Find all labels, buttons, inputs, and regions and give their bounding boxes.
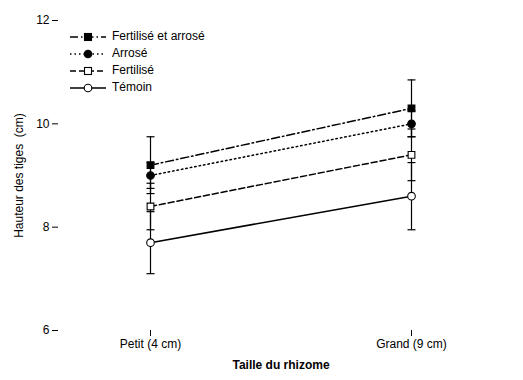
html-text:Arrosé: Arrosé xyxy=(112,46,148,60)
svg-text:12: 12 xyxy=(36,13,50,27)
svg-text:Hauteur des tiges (cm): Hauteur des tiges (cm) xyxy=(12,113,26,238)
svg-text:Petit (4 cm): Petit (4 cm) xyxy=(120,337,181,351)
svg-text:Taille du rhizome: Taille du rhizome xyxy=(232,358,329,372)
svg-text:10: 10 xyxy=(36,117,50,131)
html-text:Fertilisé et arrosé: Fertilisé et arrosé xyxy=(112,29,205,43)
html-text:Fertilisé: Fertilisé xyxy=(112,63,154,77)
svg-text:Grand (9 cm): Grand (9 cm) xyxy=(376,337,447,351)
svg-text:6: 6 xyxy=(43,323,50,337)
html-text:Témoin: Témoin xyxy=(112,80,152,94)
svg-text:8: 8 xyxy=(43,220,50,234)
